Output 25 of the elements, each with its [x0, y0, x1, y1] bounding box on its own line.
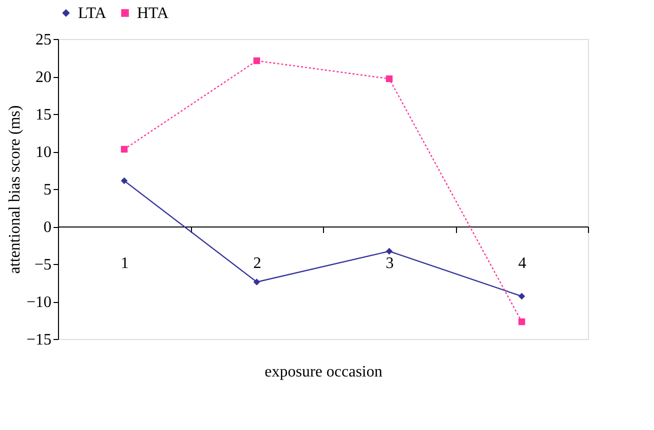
y-tick-label: −5	[34, 256, 52, 274]
x-axis-title: exposure occasion	[264, 364, 382, 380]
legend-label: HTA	[137, 5, 170, 22]
point	[386, 248, 393, 255]
point	[518, 292, 526, 300]
x-tick-label: 3	[386, 255, 394, 272]
x-tick-label: 1	[120, 255, 129, 272]
point	[120, 146, 128, 153]
y-tick-label: 15	[36, 106, 52, 124]
point	[253, 278, 260, 286]
point	[253, 57, 260, 64]
x-tick-label: 2	[253, 255, 262, 272]
x-tick-label: 4	[518, 255, 526, 272]
y-tick-label: 5	[44, 182, 52, 198]
legend-label: LTA	[78, 5, 107, 22]
point	[518, 318, 526, 326]
y-tick-label: 10	[36, 144, 52, 161]
y-tick-label: 0	[44, 219, 52, 236]
y-tick-label: −15	[26, 332, 52, 348]
y-tick-label: −10	[26, 294, 52, 311]
point	[386, 75, 393, 82]
point	[120, 177, 128, 184]
y-axis-title: attentional bias score (ms)	[6, 105, 24, 274]
y-tick-label: 20	[36, 69, 52, 86]
y-tick-label: 25	[36, 32, 52, 48]
